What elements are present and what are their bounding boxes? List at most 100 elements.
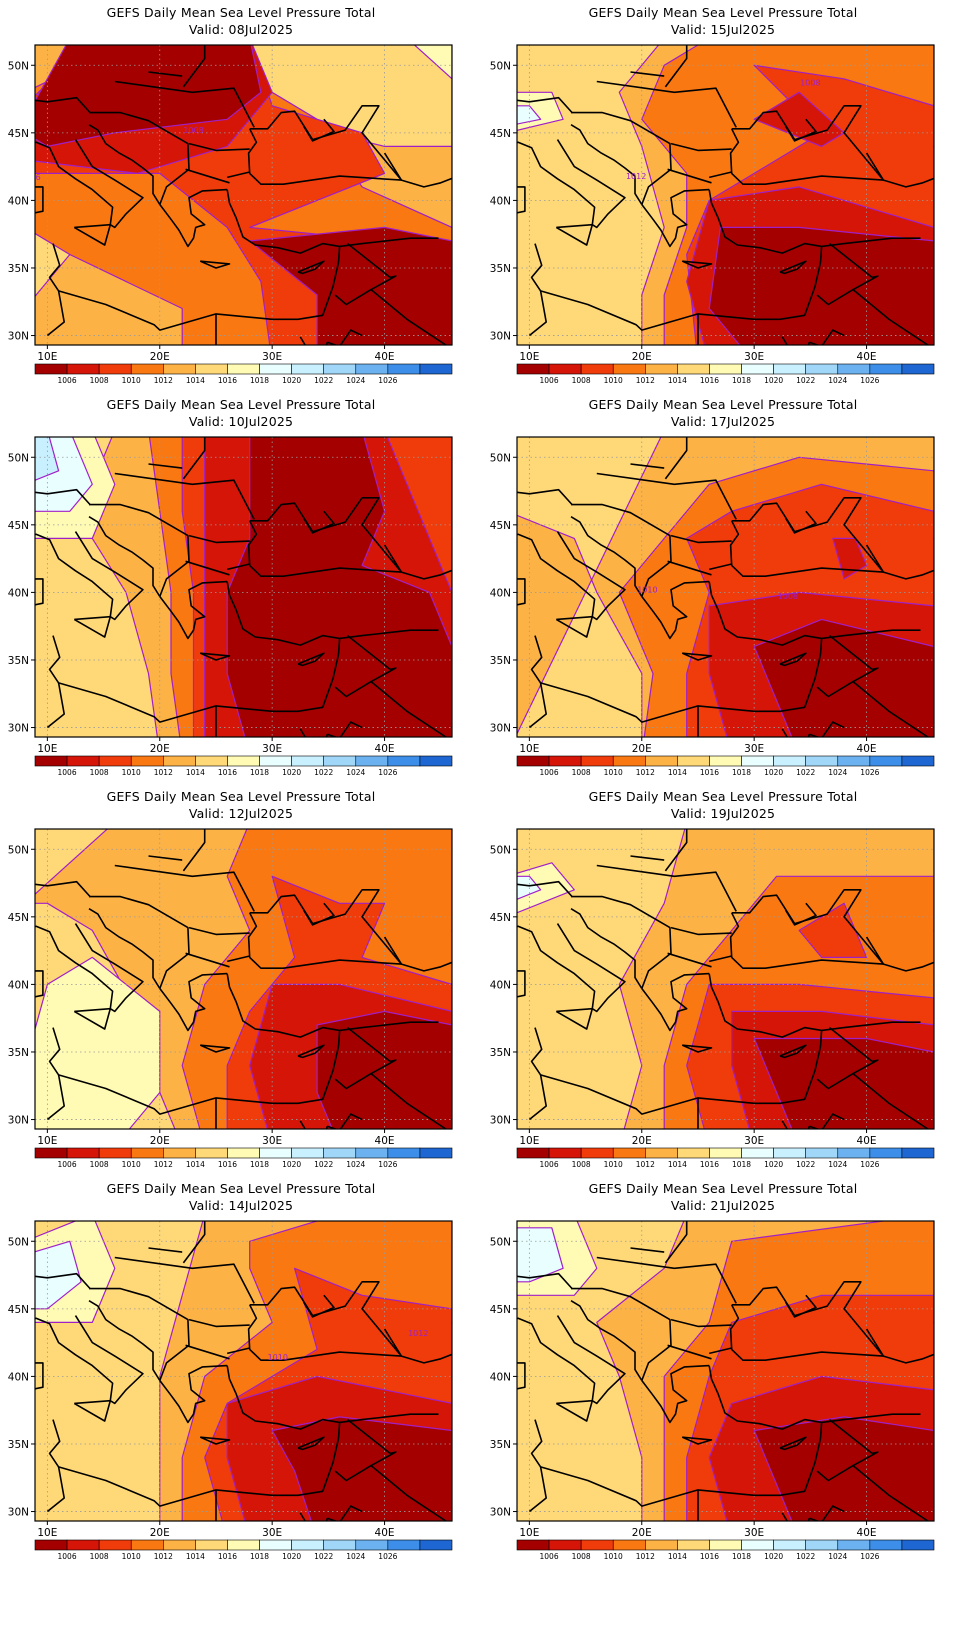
- colorbar-swatch: [387, 1539, 421, 1551]
- colorbar-label: 1008: [572, 768, 591, 777]
- coastline: [933, 538, 934, 542]
- colorbar-label: 1010: [122, 768, 141, 777]
- coastline: [779, 260, 807, 275]
- colorbar-swatch: [580, 1147, 614, 1159]
- coastline: [159, 1364, 228, 1424]
- map-frame: [516, 828, 935, 1130]
- coastline: [530, 243, 822, 331]
- lat-label: 50N: [8, 452, 29, 464]
- colorbar-label: 1010: [122, 376, 141, 385]
- colorbar-label: 1006: [58, 768, 77, 777]
- lat-label: 50N: [490, 452, 511, 464]
- coastline: [816, 1464, 930, 1521]
- panel-title: GEFS Daily Mean Sea Level Pressure Total: [106, 397, 376, 412]
- colorbar-label: 1020: [282, 768, 301, 777]
- coastline: [114, 1256, 255, 1304]
- coastline: [571, 1287, 672, 1381]
- coastline: [48, 1027, 340, 1115]
- colorbar-swatch: [163, 363, 196, 375]
- colorbar-label: 1024: [346, 376, 365, 385]
- lon-label: 10E: [519, 1135, 539, 1147]
- lat-label: 50N: [8, 60, 29, 72]
- coastline: [570, 516, 643, 597]
- colorbar-swatch: [34, 1147, 68, 1159]
- coastline: [708, 581, 823, 655]
- coastline: [670, 534, 732, 544]
- panel-title: GEFS Daily Mean Sea Level Pressure Total: [106, 789, 376, 804]
- coastline: [347, 1418, 397, 1467]
- colorbar-swatch: [677, 363, 710, 375]
- colorbar-swatch: [355, 1147, 389, 1159]
- coastline: [708, 189, 823, 263]
- contour-label: 1006: [20, 173, 40, 182]
- colorbar-swatch: [869, 755, 903, 767]
- colorbar-swatch: [323, 1147, 357, 1159]
- coastline: [182, 829, 206, 872]
- coastline: [816, 288, 930, 345]
- colorbar-swatch: [291, 363, 324, 375]
- coastline: [182, 1221, 206, 1264]
- coastline: [821, 237, 921, 248]
- lat-label: 30N: [490, 723, 511, 735]
- colorbar-label: 1016: [700, 1552, 719, 1561]
- lon-label: 30E: [744, 743, 764, 755]
- lat-label: 30N: [8, 1507, 29, 1519]
- colorbar-swatch: [516, 363, 550, 375]
- coastline: [528, 1466, 547, 1513]
- colorbar-label: 1016: [218, 376, 237, 385]
- coastline: [89, 503, 190, 597]
- coastline: [89, 895, 190, 989]
- coastline: [247, 889, 403, 969]
- coastline: [596, 80, 737, 128]
- colorbar-label: 1018: [250, 1552, 269, 1561]
- colorbar-swatch: [34, 1539, 68, 1551]
- colorbar-label: 1016: [700, 1160, 719, 1169]
- coastline: [46, 290, 65, 337]
- colorbar-label: 1022: [314, 1552, 333, 1561]
- colorbar-label: 1016: [218, 1160, 237, 1169]
- coastline: [530, 1027, 822, 1115]
- map-panel: GEFS Daily Mean Sea Level Pressure Total…: [0, 784, 482, 1194]
- coastline: [227, 1347, 250, 1355]
- colorbar-swatch: [645, 363, 678, 375]
- coastline: [729, 889, 885, 969]
- colorbar-swatch: [645, 755, 678, 767]
- map-panel: GEFS Daily Mean Sea Level Pressure Total…: [0, 0, 482, 410]
- colorbar-swatch: [741, 755, 774, 767]
- colorbar-swatch: [580, 1539, 614, 1551]
- colorbar-label: 1008: [90, 768, 109, 777]
- colorbar-swatch: [901, 363, 935, 375]
- colorbar-swatch: [355, 363, 389, 375]
- lat-label: 40N: [8, 587, 29, 599]
- coastline: [709, 563, 732, 571]
- coastline: [226, 973, 341, 1047]
- colorbar-swatch: [612, 1147, 646, 1159]
- coastline: [664, 829, 688, 872]
- colorbar-swatch: [741, 1147, 774, 1159]
- coastline: [114, 472, 255, 520]
- colorbar-label: 1018: [732, 1552, 751, 1561]
- coastline: [630, 463, 665, 469]
- colorbar-label: 1024: [828, 1160, 847, 1169]
- lat-label: 50N: [490, 60, 511, 72]
- coastline: [555, 223, 594, 246]
- coastline: [35, 923, 144, 1013]
- colorbar-swatch: [837, 755, 871, 767]
- coastline: [517, 970, 526, 998]
- colorbar-swatch: [195, 755, 228, 767]
- lat-label: 30N: [490, 1507, 511, 1519]
- colorbar-swatch: [66, 363, 100, 375]
- lon-label: 30E: [262, 1527, 282, 1539]
- coastline: [46, 1466, 65, 1513]
- coastline: [451, 1322, 452, 1326]
- map-frame: [34, 828, 453, 1130]
- lon-label: 30E: [262, 351, 282, 363]
- lon-label: 40E: [857, 1527, 877, 1539]
- colorbar-swatch: [259, 1147, 292, 1159]
- coastline: [667, 560, 712, 576]
- colorbar-label: 1010: [604, 376, 623, 385]
- coastline: [808, 1113, 845, 1129]
